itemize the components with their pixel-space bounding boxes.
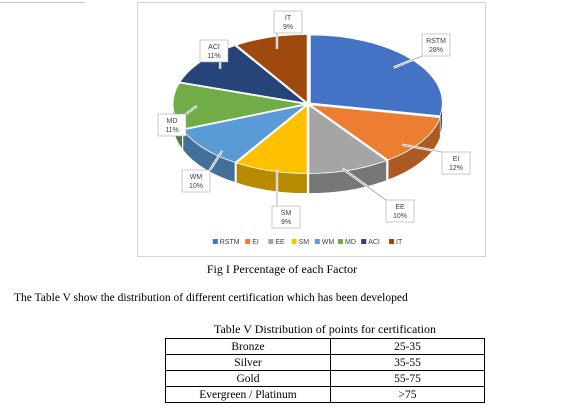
callout-value-md: 11% xyxy=(165,127,179,134)
table-cell-points: 25-35 xyxy=(330,338,485,355)
callout-value-it: 9% xyxy=(283,24,293,31)
callout-value-ee: 10% xyxy=(393,213,407,220)
callout-box-ee xyxy=(385,199,415,223)
table-cell-points: 55-75 xyxy=(330,370,485,387)
legend-swatch-it xyxy=(389,239,394,244)
chart-legend: RSTM EI EE SM WM MD ACI IT xyxy=(212,239,403,246)
callout-category-wm: WM xyxy=(190,174,203,181)
legend-swatch-md xyxy=(338,239,343,244)
legend-swatch-ei xyxy=(245,239,251,244)
callout-category-ee: EE xyxy=(395,204,405,211)
table-row: Bronze 25-35 xyxy=(165,338,485,355)
callout-box-md xyxy=(157,113,187,137)
callout-leader-wm xyxy=(209,150,223,171)
table-cell-level: Gold xyxy=(165,370,331,387)
certification-table: Bronze 25-35 Silver 35-55 Gold 55-75 Eve… xyxy=(165,338,485,403)
legend-label-wm: WM xyxy=(322,239,335,246)
callout-box-wm xyxy=(181,169,211,193)
callout-category-rstm: RSTM xyxy=(426,38,446,45)
callout-value-rstm: 28% xyxy=(429,47,443,54)
figure-caption: Fig I Percentage of each Factor xyxy=(206,262,358,276)
table-cell-points: >75 xyxy=(330,386,485,403)
callout-category-sm: SM xyxy=(281,210,292,217)
legend-label-aci: ACI xyxy=(368,239,380,246)
table-cell-level: Evergreen / Platinum xyxy=(165,386,331,403)
callout-category-md: MD xyxy=(167,118,178,125)
pie-slice-ee xyxy=(308,104,388,174)
table-cell-level: Bronze xyxy=(165,338,331,355)
pie-slice-it xyxy=(235,34,308,104)
table-row: Silver 35-55 xyxy=(165,354,485,371)
callout-category-ei: EI xyxy=(453,156,460,163)
callout-leader-md xyxy=(185,105,197,115)
pie-chart: RSTM 28% EI 12% EE 10% SM 9% WM 10% MD 11% ACI 11% IT 9… xyxy=(137,2,486,257)
legend-label-md: MD xyxy=(345,239,356,246)
legend-swatch-wm xyxy=(314,239,320,244)
legend-swatch-aci xyxy=(361,239,367,244)
legend-label-ee: EE xyxy=(275,239,285,246)
pie-slice-sm xyxy=(235,104,308,174)
table-cell-points: 35-55 xyxy=(330,354,485,371)
table-title: Table V Distribution of points for certi… xyxy=(213,322,436,336)
table-cell-level: Silver xyxy=(165,354,331,371)
callout-category-aci: ACI xyxy=(208,44,220,51)
callout-leader-rstm xyxy=(393,55,423,68)
callout-box-ei xyxy=(441,151,471,175)
callout-leader-ei xyxy=(401,144,443,153)
legend-swatch-sm xyxy=(291,239,297,244)
callout-value-ei: 12% xyxy=(449,165,463,172)
table-row: Evergreen / Platinum >75 xyxy=(165,386,485,403)
callout-box-aci xyxy=(199,39,229,63)
legend-label-sm: SM xyxy=(299,239,310,246)
callout-category-it: IT xyxy=(285,15,292,22)
pie-data-labels: RSTM 28% EI 12% EE 10% SM 9% WM 10% MD 11% ACI 11% IT 9… xyxy=(157,10,471,229)
table-row: Gold 55-75 xyxy=(165,370,485,387)
callout-value-aci: 11% xyxy=(207,53,221,60)
callout-box-it xyxy=(273,10,303,34)
legend-swatch-rstm xyxy=(212,239,218,244)
page-edge-line xyxy=(0,2,85,3)
callout-box-rstm xyxy=(421,33,451,57)
pie-chart-svg: RSTM 28% EI 12% EE 10% SM 9% WM 10% MD 11% ACI 11% IT 9… xyxy=(157,10,471,246)
callout-value-wm: 10% xyxy=(189,183,203,190)
body-paragraph: The Table V show the distribution of dif… xyxy=(14,292,408,304)
callout-box-sm xyxy=(271,205,301,229)
legend-label-ei: EI xyxy=(252,239,259,246)
callout-value-sm: 9% xyxy=(281,219,291,226)
callout-leader-ee xyxy=(342,168,387,201)
legend-swatch-ee xyxy=(268,239,274,244)
legend-label-rstm: RSTM xyxy=(220,239,240,246)
legend-label-it: IT xyxy=(396,239,403,246)
